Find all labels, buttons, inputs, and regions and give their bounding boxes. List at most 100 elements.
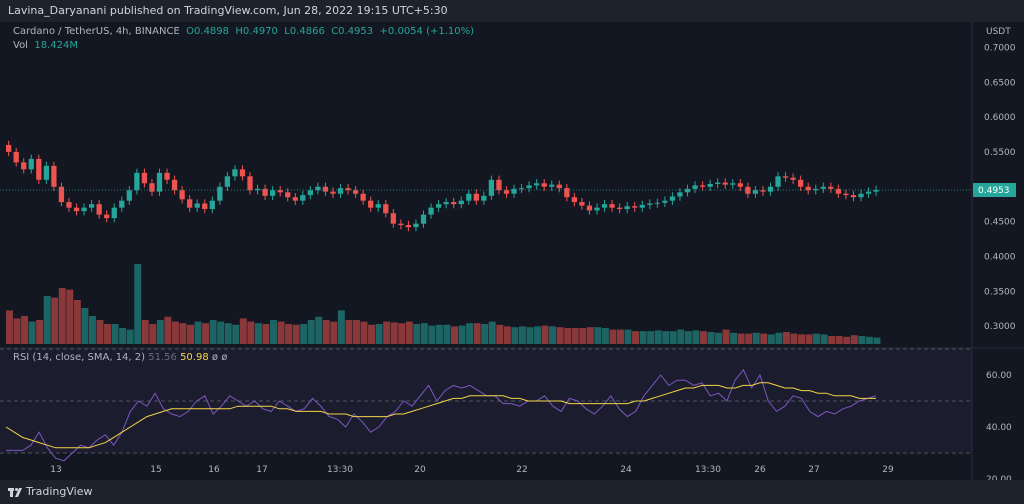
volume-bar [104, 324, 112, 344]
volume-bar [564, 328, 572, 344]
volume-bar [745, 333, 753, 344]
candle [458, 200, 464, 205]
volume-bar [337, 310, 345, 344]
volume-bar [481, 324, 489, 344]
candle [6, 144, 12, 152]
candle [722, 182, 728, 185]
time-tick-label: 22 [516, 465, 527, 475]
volume-bar [828, 336, 836, 344]
price-tick-label: 0.4000 [984, 252, 1016, 262]
volume-bar [677, 329, 685, 344]
rsi-value: 51.56 [148, 352, 177, 363]
price-chart[interactable]: USDT0.70000.65000.60000.55000.50000.4500… [0, 22, 1024, 480]
volume-bar [722, 329, 730, 344]
candle [496, 179, 502, 191]
last-price-tag [973, 183, 1016, 198]
candle [164, 172, 170, 180]
last-price-label: 0.4953 [978, 186, 1010, 196]
volume-bar [300, 324, 308, 344]
volume-label[interactable]: Vol [13, 40, 28, 51]
candle [141, 172, 148, 184]
rsi-legend: RSI (14, close, SMA, 14, 2) 51.56 50.98 … [13, 352, 227, 363]
candle [345, 188, 351, 191]
candle [473, 193, 479, 201]
volume-bar [820, 334, 828, 344]
price-tick-label: 0.5500 [984, 148, 1016, 158]
candle [111, 207, 117, 219]
rsi-label[interactable]: RSI (14, close, SMA, 14, 2) [13, 352, 146, 363]
volume-bar [58, 288, 66, 344]
candle [828, 186, 834, 189]
volume-bar [51, 297, 59, 344]
volume-bar [782, 332, 790, 344]
volume-bar [277, 321, 285, 344]
candle [104, 214, 110, 219]
candle [798, 179, 804, 187]
symbol-name[interactable]: Cardano / TetherUS, 4h, BINANCE [13, 26, 180, 37]
candle [119, 200, 125, 208]
candle [647, 203, 653, 205]
candle [669, 196, 676, 201]
candle [43, 165, 49, 180]
volume-bar [616, 329, 624, 344]
publisher-bar: Lavina_Daryanani published on TradingVie… [0, 0, 1024, 22]
volume-bar [262, 324, 270, 344]
volume-bar [81, 308, 89, 344]
volume-value: 18.424M [34, 40, 78, 51]
candle [254, 188, 261, 191]
candle [126, 190, 132, 201]
candle [534, 183, 540, 186]
candle [632, 206, 638, 208]
candle [209, 200, 215, 210]
candle [322, 186, 329, 192]
currency-label: USDT [986, 27, 1011, 37]
candle [541, 183, 547, 187]
candle [873, 190, 879, 192]
footer-brand[interactable]: TradingView [26, 485, 93, 498]
volume-bar [420, 323, 428, 344]
candle [88, 204, 95, 208]
rsi-tick-label: 20.00 [986, 475, 1012, 480]
volume-bar [217, 321, 225, 344]
candle [270, 190, 276, 196]
volume-bar [767, 334, 775, 344]
candle [511, 188, 517, 194]
volume-bar [383, 321, 391, 344]
time-tick-label: 15 [150, 465, 161, 475]
rsi-ma-value: 50.98 [180, 352, 209, 363]
volume-bar [715, 332, 722, 344]
candle [187, 199, 193, 208]
candle [760, 190, 766, 192]
rsi-ma-line [5, 382, 876, 449]
volume-bar [390, 322, 398, 344]
volume-bar [511, 327, 519, 344]
volume-bar [209, 320, 217, 344]
volume-bar [737, 333, 745, 344]
candle [865, 191, 872, 194]
volume-bar [285, 324, 293, 344]
close-value: C0.4953 [331, 26, 374, 37]
symbol-legend: Cardano / TetherUS, 4h, BINANCE O0.4898 … [13, 26, 474, 37]
candle [549, 184, 555, 187]
rsi-line [6, 368, 877, 462]
candle [654, 202, 660, 204]
volume-bar [171, 321, 179, 344]
candle [518, 188, 525, 190]
volume-bar [458, 325, 466, 344]
volume-bar [360, 321, 368, 344]
time-tick-label: 17 [256, 465, 267, 475]
volume-bar [798, 334, 805, 344]
volume-bar [858, 336, 866, 344]
volume-bar [473, 323, 481, 344]
volume-bar [156, 320, 164, 344]
volume-bar [790, 333, 798, 344]
volume-bar [375, 324, 383, 344]
candle [375, 204, 381, 208]
candle [466, 193, 472, 201]
volume-bar [405, 321, 413, 344]
candle [488, 179, 495, 196]
candle [194, 203, 200, 208]
candle [556, 184, 562, 189]
volume-bar [398, 323, 406, 344]
volume-bar [224, 323, 232, 344]
